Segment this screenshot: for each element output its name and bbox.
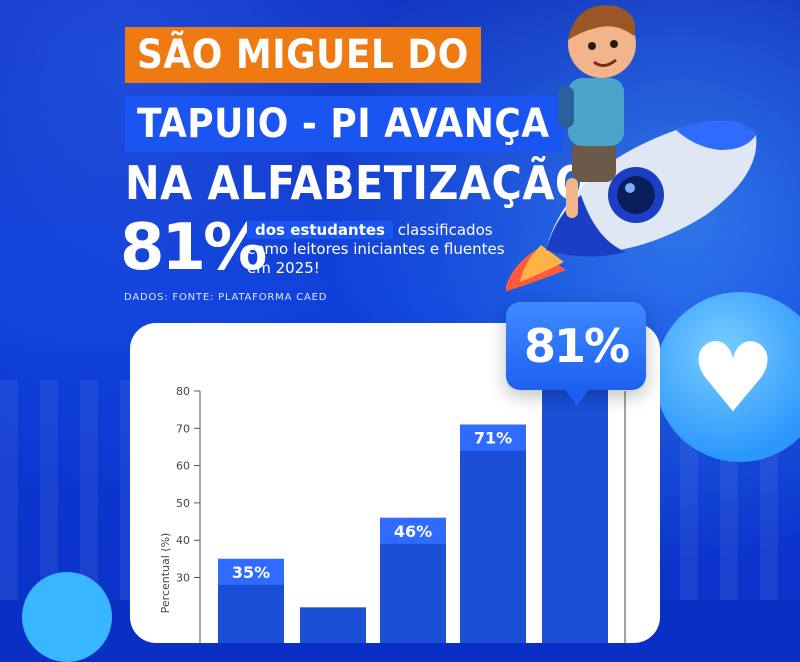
y-tick-label: 30: [176, 572, 190, 585]
bar-label-box: [460, 424, 526, 451]
y-tick-label: 70: [176, 422, 190, 435]
bar-data-label: 71%: [474, 429, 512, 448]
heart-icon: ♥: [690, 322, 777, 434]
y-tick-label: 60: [176, 460, 190, 473]
highlight-percent: 81%: [120, 211, 267, 285]
chart-card: Percentual (%) 30 40 50 60 70 80 35% 46% 71%: [130, 323, 660, 643]
headline-line-1: SÃO MIGUEL DO: [125, 27, 481, 83]
highlight-word-dos: dos: [255, 221, 285, 239]
bar: [542, 387, 608, 643]
y-tick-label: 80: [176, 385, 190, 398]
headline-line-3: NA ALFABETIZAÇÃO: [125, 156, 591, 210]
bubble-label: 81%: [523, 319, 630, 373]
like-bubble: [655, 292, 800, 462]
highlight-bubble: 81%: [506, 302, 646, 406]
bar-data-label: 35%: [232, 563, 270, 582]
highlight-rest: classificados como leitores iniciantes e…: [247, 221, 505, 277]
bar: [460, 424, 526, 643]
decorative-circle: [22, 572, 112, 662]
bar-label-box: [380, 517, 446, 544]
bar-data-label: 46%: [394, 522, 432, 541]
highlight-word-estudantes: estudantes: [290, 221, 385, 239]
y-tick-label: 40: [176, 534, 190, 547]
headline-line-2: TAPUIO - PI AVANÇA: [125, 96, 562, 152]
bar: [300, 607, 366, 643]
highlight-description: dos estudantes classificados como leitor…: [247, 221, 517, 278]
rocket-body: [546, 121, 757, 257]
data-source: DADOS: FONTE: PLATAFORMA CAED: [124, 292, 328, 303]
boy: [558, 5, 636, 218]
rocket-boy-illustration: [506, 5, 757, 292]
bar-label-box: [218, 558, 284, 585]
y-tick-label: 50: [176, 497, 190, 510]
rocket-flame: [506, 245, 566, 292]
y-axis-label: Percentual (%): [159, 533, 172, 614]
